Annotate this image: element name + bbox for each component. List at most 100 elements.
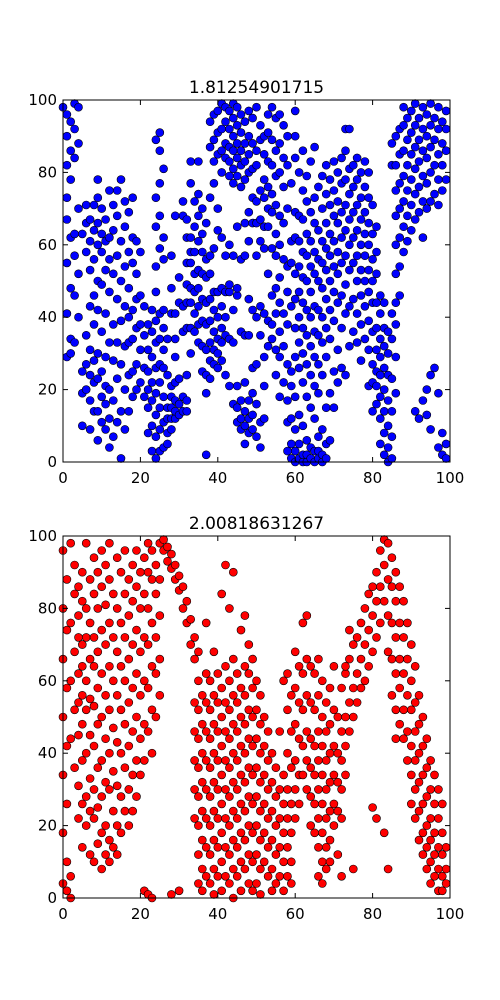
y-tick-label: 40: [38, 744, 57, 762]
data-point: [109, 432, 118, 442]
data-point: [317, 171, 327, 181]
data-point: [337, 207, 346, 217]
data-point: [78, 596, 87, 606]
data-point: [109, 676, 118, 686]
x-tick-label: 20: [131, 469, 150, 487]
data-point: [329, 705, 339, 715]
data-point: [170, 309, 180, 318]
data-point: [348, 207, 358, 217]
data-point: [263, 871, 273, 881]
data-point: [186, 614, 195, 624]
data-point: [128, 305, 137, 315]
data-point: [93, 647, 103, 657]
data-point: [333, 269, 343, 279]
data-point: [213, 814, 223, 823]
data-point: [143, 367, 153, 376]
data-point: [209, 890, 219, 899]
data-point: [225, 604, 234, 613]
data-point: [379, 828, 389, 838]
data-point: [66, 871, 75, 881]
data-point: [426, 857, 435, 867]
data-point: [240, 719, 250, 729]
data-point: [290, 106, 300, 116]
data-point: [201, 450, 211, 460]
data-point: [151, 712, 161, 722]
series-points: [58, 99, 451, 467]
data-point: [437, 117, 447, 126]
data-point: [341, 309, 350, 318]
data-point: [159, 392, 168, 402]
data-point: [213, 871, 223, 881]
data-point: [395, 291, 405, 300]
data-point: [240, 748, 250, 758]
data-point: [267, 864, 277, 874]
data-point: [410, 189, 420, 199]
data-point: [321, 864, 331, 874]
data-point: [333, 748, 343, 758]
data-point: [383, 443, 393, 452]
data-point: [263, 128, 273, 137]
data-point: [244, 131, 254, 141]
x-tick-label: 100: [436, 905, 465, 923]
data-point: [410, 727, 420, 736]
data-point: [252, 763, 261, 773]
data-point: [217, 741, 226, 751]
data-point: [140, 719, 149, 729]
data-point: [356, 240, 366, 250]
data-point: [236, 128, 246, 137]
data-point: [341, 712, 350, 722]
data-point: [159, 164, 168, 174]
data-point: [403, 186, 412, 195]
data-point: [140, 553, 149, 563]
data-point: [78, 719, 87, 729]
data-point: [437, 886, 447, 896]
data-point: [426, 756, 435, 765]
data-point: [406, 741, 416, 751]
data-point: [329, 403, 339, 413]
data-point: [352, 309, 362, 318]
data-point: [375, 309, 385, 318]
data-point: [143, 567, 153, 577]
data-point: [120, 222, 130, 231]
data-point: [89, 200, 99, 210]
data-point: [248, 113, 257, 123]
data-point: [229, 567, 238, 577]
data-point: [120, 197, 130, 206]
data-point: [391, 298, 401, 308]
data-point: [101, 265, 110, 275]
data-point: [263, 182, 273, 192]
data-point: [422, 864, 432, 874]
data-point: [414, 719, 424, 729]
data-point: [286, 179, 296, 188]
data-point: [62, 886, 72, 896]
data-point: [321, 727, 331, 736]
data-point: [306, 403, 316, 413]
data-point: [194, 850, 203, 859]
data-point: [81, 676, 91, 686]
data-point: [201, 756, 211, 765]
data-point: [387, 374, 397, 384]
data-point: [236, 396, 246, 405]
data-point: [306, 312, 316, 322]
data-point: [286, 414, 296, 423]
data-point: [341, 770, 350, 780]
data-point: [112, 737, 122, 747]
data-point: [217, 712, 226, 722]
data-point: [375, 370, 385, 380]
data-point: [178, 197, 188, 206]
data-point: [136, 345, 145, 355]
data-point: [364, 265, 374, 275]
data-point: [105, 538, 114, 548]
data-point: [248, 425, 257, 434]
data-point: [225, 157, 234, 166]
data-point: [143, 428, 153, 438]
data-point: [205, 821, 215, 830]
data-point: [248, 712, 257, 722]
data-point: [333, 345, 343, 355]
data-point: [256, 864, 265, 874]
data-point: [198, 864, 207, 874]
data-point: [132, 669, 141, 678]
data-point: [267, 291, 277, 300]
data-point: [410, 661, 420, 671]
data-point: [426, 99, 435, 108]
